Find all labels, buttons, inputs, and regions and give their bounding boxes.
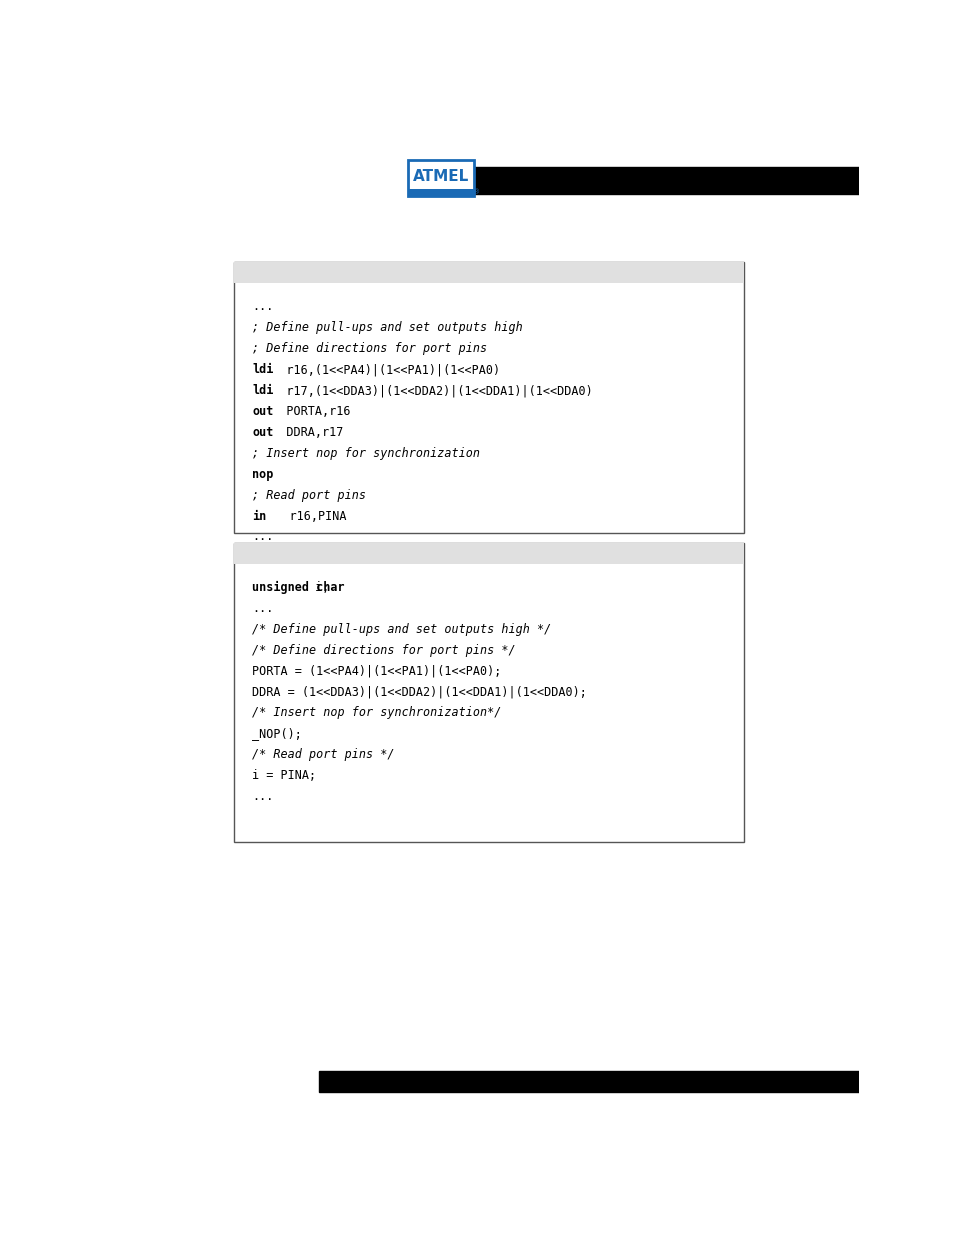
- Text: DDRA,r17: DDRA,r17: [265, 426, 343, 438]
- Text: /* Insert nop for synchronization*/: /* Insert nop for synchronization*/: [252, 706, 501, 720]
- Bar: [233, 543, 743, 563]
- Text: r16,(1<<PA4)|(1<<PA1)|(1<<PA0): r16,(1<<PA4)|(1<<PA1)|(1<<PA0): [265, 363, 499, 377]
- Bar: [474, 167, 858, 194]
- Text: PORTA = (1<<PA4)|(1<<PA1)|(1<<PA0);: PORTA = (1<<PA4)|(1<<PA1)|(1<<PA0);: [252, 664, 501, 678]
- Text: ; Read port pins: ; Read port pins: [252, 489, 366, 501]
- Text: unsigned char: unsigned char: [252, 580, 345, 594]
- Text: PORTA,r16: PORTA,r16: [265, 405, 351, 417]
- Bar: [233, 262, 743, 534]
- Text: ...: ...: [252, 601, 274, 615]
- Text: /* Read port pins */: /* Read port pins */: [252, 748, 395, 761]
- Text: r16,PINA: r16,PINA: [260, 510, 346, 522]
- Text: out: out: [252, 426, 274, 438]
- Text: i;: i;: [308, 580, 329, 594]
- Text: r17,(1<<DDA3)|(1<<DDA2)|(1<<DDA1)|(1<<DDA0): r17,(1<<DDA3)|(1<<DDA2)|(1<<DDA1)|(1<<DD…: [265, 384, 593, 396]
- Text: /* Define pull-ups and set outputs high */: /* Define pull-ups and set outputs high …: [252, 622, 551, 636]
- Bar: [407, 189, 474, 196]
- Bar: [233, 543, 743, 842]
- Text: ...: ...: [252, 300, 274, 314]
- Text: nop: nop: [252, 468, 274, 480]
- Text: ; Define pull-ups and set outputs high: ; Define pull-ups and set outputs high: [252, 321, 522, 335]
- Text: /* Define directions for port pins */: /* Define directions for port pins */: [252, 643, 516, 657]
- Text: ldi: ldi: [252, 384, 274, 396]
- Text: ; Insert nop for synchronization: ; Insert nop for synchronization: [252, 447, 479, 459]
- Text: out: out: [252, 405, 274, 417]
- Text: in: in: [252, 510, 266, 522]
- Text: i = PINA;: i = PINA;: [252, 769, 316, 782]
- Text: ATMEL: ATMEL: [413, 169, 469, 184]
- Text: ; Define directions for port pins: ; Define directions for port pins: [252, 342, 487, 356]
- Text: DDRA = (1<<DDA3)|(1<<DDA2)|(1<<DDA1)|(1<<DDA0);: DDRA = (1<<DDA3)|(1<<DDA2)|(1<<DDA1)|(1<…: [252, 685, 587, 699]
- Text: _NOP();: _NOP();: [252, 727, 302, 740]
- Text: ®: ®: [472, 189, 479, 195]
- Text: ...: ...: [252, 790, 274, 803]
- Text: ...: ...: [252, 531, 274, 543]
- Text: ldi: ldi: [252, 363, 274, 377]
- Bar: [233, 262, 743, 283]
- Bar: [407, 159, 474, 196]
- Bar: [318, 1071, 858, 1092]
